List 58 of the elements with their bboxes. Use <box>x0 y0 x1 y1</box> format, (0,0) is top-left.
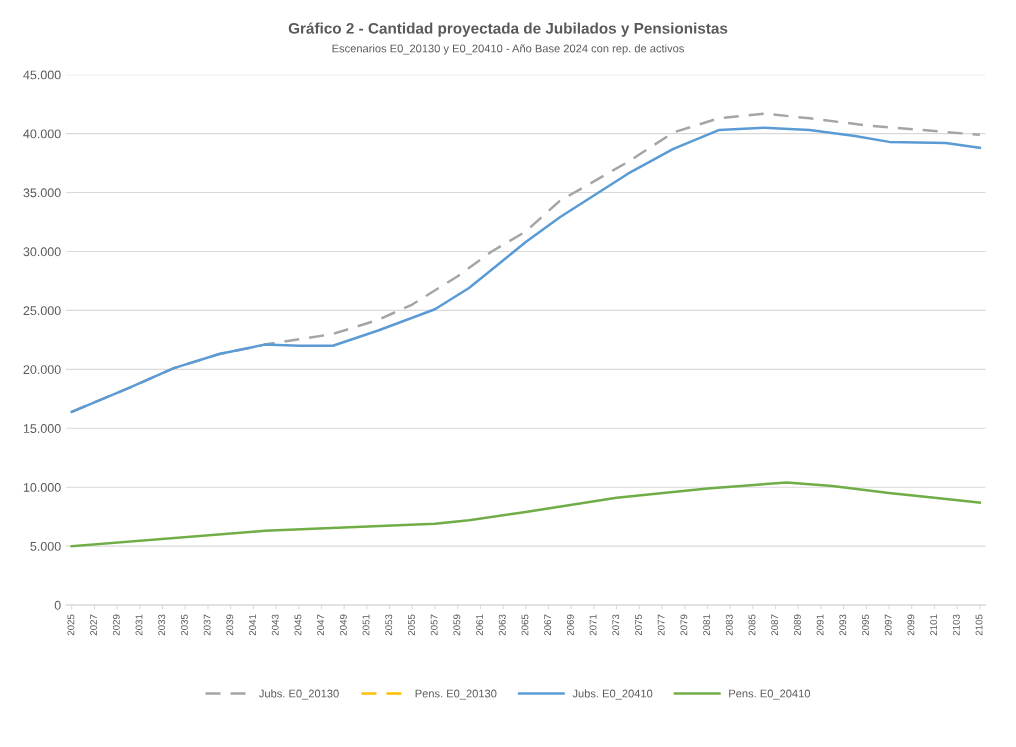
legend-label: Jubs. E0_20410 <box>572 689 653 700</box>
x-tick-label: 2041 <box>249 614 256 636</box>
x-tick-label: 2103 <box>952 614 960 636</box>
y-tick-label: 20.000 <box>23 365 61 374</box>
chart-title: Gráfico 2 - Cantidad proyectada de Jubilados y Pensionistas <box>288 22 728 37</box>
y-tick-label: 35.000 <box>23 188 61 198</box>
x-tick-label: 2059 <box>453 614 461 636</box>
x-tick-label: 2083 <box>725 614 733 636</box>
x-tick-label: 2031 <box>135 614 143 636</box>
x-tick-label: 2071 <box>589 614 597 636</box>
chart-subtitle: Escenarios E0_20130 y E0_20410 - Año Base 2024 con rep. de activos <box>332 44 684 55</box>
x-tick-label: 2065 <box>521 614 529 636</box>
x-tick-label: 2101 <box>930 614 938 636</box>
x-tick-label: 2091 <box>816 614 824 636</box>
x-tick-label: 2033 <box>158 614 166 636</box>
x-tick-label: 2097 <box>884 614 892 636</box>
legend-label: Jubs. E0_20130 <box>259 689 339 700</box>
x-tick-label: 2069 <box>566 614 574 636</box>
x-tick-label: 2045 <box>294 614 302 636</box>
x-tick-label: 2073 <box>612 614 620 636</box>
y-tick-label: 45.000 <box>23 70 61 80</box>
legend-label: Pens. E0_20130 <box>415 689 497 700</box>
x-tick-label: 2039 <box>226 614 234 636</box>
y-tick-label: 25.000 <box>23 306 61 316</box>
y-tick-label: 15.000 <box>23 424 61 433</box>
x-tick-label: 2087 <box>771 614 779 636</box>
x-tick-label: 2037 <box>203 614 211 636</box>
x-tick-label: 2025 <box>67 614 75 636</box>
x-tick-label: 2099 <box>907 614 915 636</box>
y-tick-label: 0 <box>54 600 61 610</box>
x-tick-label: 2067 <box>544 614 552 636</box>
y-tick-label: 40.000 <box>23 129 61 139</box>
x-tick-label: 2063 <box>498 614 506 636</box>
y-tick-label: 5.000 <box>30 541 61 551</box>
x-tick-label: 2047 <box>317 614 325 636</box>
y-tick-label: 30.000 <box>23 247 61 257</box>
x-tick-label: 2029 <box>112 614 120 636</box>
x-tick-label: 2085 <box>748 614 756 636</box>
x-tick-label: 2057 <box>430 614 438 636</box>
x-tick-label: 2075 <box>635 614 642 636</box>
x-tick-label: 2043 <box>271 614 279 636</box>
x-tick-label: 2079 <box>680 614 688 636</box>
x-tick-label: 2051 <box>362 614 370 636</box>
x-tick-label: 2089 <box>793 614 801 636</box>
x-tick-label: 2081 <box>703 614 711 636</box>
x-tick-label: 2077 <box>657 614 665 636</box>
x-tick-label: 2055 <box>407 614 415 636</box>
x-tick-label: 2105 <box>975 614 983 636</box>
x-tick-label: 2027 <box>90 614 98 636</box>
x-tick-label: 2049 <box>339 614 347 636</box>
legend-label: Pens. E0_20410 <box>729 689 811 700</box>
line-series <box>70 481 982 548</box>
x-tick-label: 2095 <box>862 614 869 636</box>
x-tick-label: 2093 <box>839 614 847 636</box>
x-tick-label: 2035 <box>180 614 188 636</box>
x-tick-label: 2061 <box>476 614 483 636</box>
x-tick-label: 2053 <box>385 614 393 636</box>
y-tick-label: 10.000 <box>23 483 61 492</box>
